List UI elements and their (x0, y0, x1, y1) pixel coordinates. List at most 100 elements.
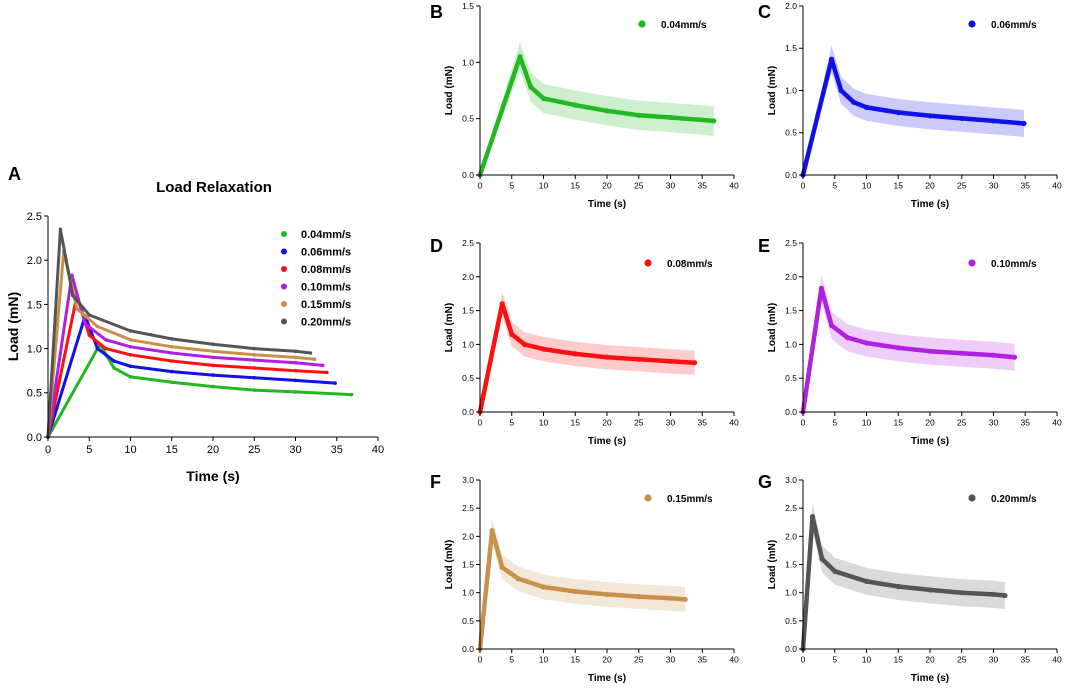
x-tick-label: 5 (509, 181, 514, 191)
data-point (83, 322, 87, 326)
data-point (87, 333, 92, 338)
series-line (46, 249, 316, 439)
data-point (58, 227, 63, 232)
data-point (87, 313, 92, 317)
data-point (252, 346, 257, 351)
data-point (572, 588, 578, 595)
x-tick-label: 40 (729, 418, 739, 428)
panel-label: A (8, 164, 21, 184)
x-tick-label: 15 (894, 418, 904, 428)
panel-label: D (430, 236, 443, 256)
y-tick-label: 0.5 (785, 373, 797, 383)
x-tick-label: 15 (571, 181, 581, 191)
y-tick-label: 1.0 (785, 588, 797, 598)
legend-label: 0.20mm/s (301, 317, 351, 329)
data-point (112, 359, 116, 363)
data-point (927, 113, 933, 119)
y-tick-label: 1.5 (785, 43, 797, 53)
x-tick-label: 40 (729, 655, 739, 665)
data-point (540, 346, 547, 352)
x-tick-label: 0 (478, 655, 483, 665)
x-tick-label: 35 (1021, 181, 1031, 191)
y-tick-label: 0.0 (462, 407, 474, 417)
y-axis-label: Load (mN) (444, 66, 455, 115)
x-tick-label: 30 (289, 444, 301, 456)
data-point (838, 87, 844, 94)
x-tick-label: 20 (602, 181, 612, 191)
x-tick-label: 20 (602, 418, 612, 428)
y-tick-label: 0.0 (462, 170, 474, 180)
x-tick-label: 20 (925, 655, 935, 665)
data-point (211, 349, 215, 354)
data-point (829, 56, 835, 62)
data-point (128, 353, 133, 357)
y-axis-label: Load (mN) (767, 540, 778, 589)
x-tick-label: 15 (894, 655, 904, 665)
x-tick-label: 20 (602, 655, 612, 665)
x-tick-label: 5 (832, 655, 837, 665)
data-point (863, 340, 870, 346)
y-tick-label: 0.0 (785, 407, 797, 417)
data-point (667, 114, 674, 121)
data-point (104, 338, 108, 342)
legend-label: 0.08mm/s (667, 259, 713, 270)
legend-label: 0.04mm/s (301, 229, 351, 241)
y-tick-label: 2.5 (462, 503, 474, 513)
y-tick-label: 2.5 (785, 503, 797, 513)
x-tick-label: 30 (989, 181, 999, 191)
data-point (499, 301, 505, 307)
data-point (211, 363, 215, 368)
y-tick-label: 2.0 (462, 531, 474, 541)
data-point (509, 331, 515, 337)
y-tick-label: 3.0 (785, 475, 797, 485)
data-point (809, 514, 816, 520)
y-tick-label: 2.5 (785, 238, 797, 248)
data-point (990, 118, 997, 124)
y-tick-label: 1.5 (785, 559, 797, 569)
x-tick-label: 0 (45, 444, 51, 456)
data-point (211, 342, 215, 347)
legend-marker (968, 20, 976, 28)
y-tick-label: 2.0 (785, 531, 797, 541)
panel-label: C (758, 2, 771, 22)
x-axis-label: Time (s) (588, 673, 626, 684)
data-point (636, 356, 642, 362)
legend-marker (644, 494, 652, 502)
legend-label: 0.15mm/s (667, 494, 713, 505)
x-tick-label: 35 (1021, 655, 1031, 665)
x-tick-label: 30 (666, 418, 676, 428)
data-point (112, 366, 116, 370)
data-point (170, 337, 174, 341)
y-tick-label: 1.0 (462, 339, 474, 349)
x-tick-label: 15 (166, 444, 178, 456)
y-axis-label: Load (mN) (444, 303, 455, 352)
data-point (959, 350, 965, 356)
data-point (692, 360, 698, 366)
data-point (211, 373, 215, 377)
data-point (293, 360, 298, 365)
panel-e: E 0.10mm/s 0 5 10 15 20 25 30 35 40 0.0 0.5 1.0 1.5 2.0… (758, 236, 1062, 447)
x-tick-label: 30 (666, 655, 676, 665)
x-tick-label: 15 (571, 655, 581, 665)
y-tick-label: 0.5 (462, 114, 474, 124)
data-point (70, 273, 74, 278)
data-point (927, 587, 933, 593)
y-tick-label: 3.0 (462, 475, 474, 485)
data-point (818, 285, 825, 291)
data-point (667, 595, 674, 601)
data-point (325, 370, 329, 375)
series-line (477, 528, 688, 652)
y-tick-label: 0.5 (785, 128, 797, 138)
data-point (252, 366, 257, 370)
data-point (636, 594, 642, 600)
data-point (320, 363, 325, 368)
data-point (252, 353, 257, 357)
data-point (990, 591, 997, 598)
x-tick-label: 40 (372, 444, 384, 456)
chart-title: Load Relaxation (156, 179, 272, 196)
data-point (990, 352, 997, 358)
data-point (895, 109, 901, 116)
data-point (170, 359, 174, 363)
y-tick-label: 0.5 (785, 616, 797, 626)
y-axis-label: Load (mN) (5, 292, 21, 361)
